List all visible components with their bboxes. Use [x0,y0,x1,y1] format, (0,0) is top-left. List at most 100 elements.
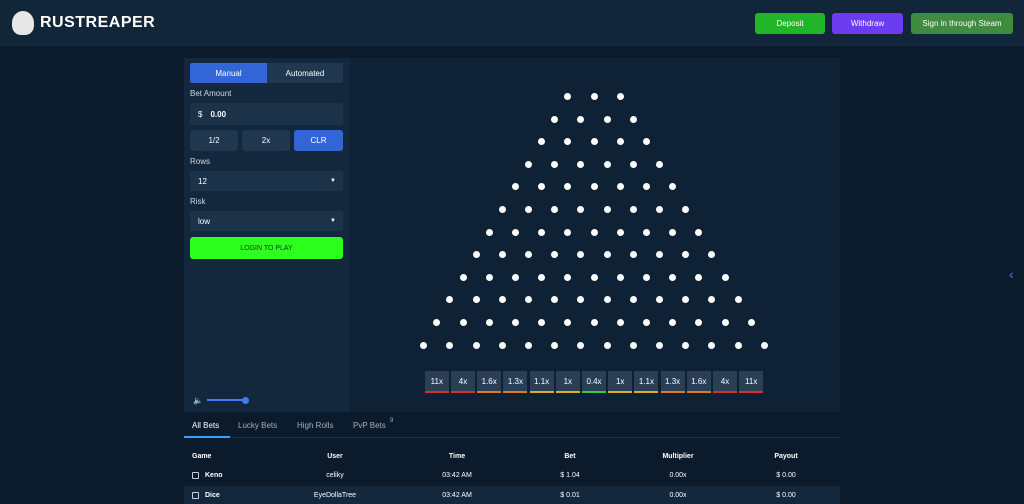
peg [682,341,690,349]
mode-tab[interactable]: Manual [190,63,267,83]
peg [695,273,703,281]
column-header: Time [448,453,466,460]
peg [498,206,506,213]
peg [629,160,637,168]
peg [656,251,663,259]
peg [538,228,546,236]
withdraw-button[interactable]: Withdraw [832,13,903,34]
peg [669,273,677,281]
column-header: Bet [564,453,576,460]
multiplier: 1.6x [477,371,502,393]
peg [525,296,532,304]
deposit-button[interactable]: Deposit [755,13,825,34]
row-bg [184,486,840,504]
tab-badge: 9 [390,418,394,424]
volume-thumb[interactable] [242,397,249,404]
peg [446,296,454,304]
peg [734,296,742,304]
bets-tab[interactable]: Lucky Bets [238,421,278,430]
peg [590,228,598,236]
peg [642,319,650,326]
peg [485,319,493,326]
multiplier: 1.1x [634,371,659,393]
peg [629,296,637,304]
peg [577,296,585,304]
multiplier: 4x [713,371,737,393]
peg [498,251,506,259]
peg [459,319,467,326]
bet-button[interactable]: 2x [242,130,290,151]
peg [682,296,690,304]
bet-value: 0.00 [210,109,227,119]
peg [656,160,663,168]
game-icon [192,472,199,479]
bet-button[interactable]: CLR [294,130,343,151]
multiplier: 4x [451,371,475,393]
game-icon [192,492,199,499]
mode-tab[interactable]: Automated [267,63,343,83]
multiplier: 1.3x [660,371,685,393]
peg [538,273,546,281]
peg [564,228,572,236]
caret: ▼ [330,218,336,224]
bets-tab[interactable]: PvP Bets [353,421,386,430]
volume-icon[interactable]: 🔈 [193,396,203,405]
column-header: Game [192,453,212,460]
peg [511,273,519,281]
caret: ▼ [330,178,336,184]
bets-tab[interactable]: High Rolls [297,421,334,430]
peg [642,183,650,191]
cell: Dice [205,492,220,499]
steam-button[interactable]: Sign in through Steam [911,13,1013,34]
peg [511,228,519,236]
peg [629,341,637,349]
peg [629,115,637,123]
peg [682,206,690,213]
bets-tab[interactable]: All Bets [192,421,220,430]
peg [642,138,650,146]
peg [721,273,729,281]
peg [577,115,585,123]
tab-underline [184,436,230,438]
peg [577,341,585,349]
column-header: Multiplier [662,453,694,460]
peg [590,319,598,326]
peg [603,160,611,168]
peg [551,341,559,349]
peg [577,160,585,168]
multiplier: 1.1x [529,371,554,393]
peg [642,228,650,236]
peg [656,206,663,213]
bet-button[interactable]: 1/2 [190,130,238,151]
peg [695,228,703,236]
volume-track [207,399,247,401]
peg [656,341,663,349]
peg [642,273,650,281]
rows-select[interactable]: 12 ▼ [190,171,343,191]
peg [551,251,559,259]
risk-select[interactable]: low ▼ [190,211,343,231]
peg [603,296,611,304]
logo[interactable] [12,11,34,35]
peg [616,138,624,146]
peg [433,319,441,326]
peg [616,183,624,191]
peg [459,273,467,281]
label: Bet Amount [190,89,232,98]
play-button[interactable]: LOGIN TO PLAY [190,237,343,259]
peg [485,273,493,281]
peg [708,251,716,259]
peg [603,206,611,213]
brand[interactable]: RUSTREAPER [40,14,156,31]
peg [564,273,572,281]
peg [472,341,480,349]
side-arrow[interactable]: ‹ [1009,266,1014,282]
peg [603,341,611,349]
peg [538,138,546,146]
multiplier: 1x [555,371,580,393]
peg [551,206,559,213]
bet-input[interactable]: $0.00 [190,103,343,125]
cell: Keno [205,472,223,479]
tabs-divider [184,437,840,438]
peg [603,251,611,259]
